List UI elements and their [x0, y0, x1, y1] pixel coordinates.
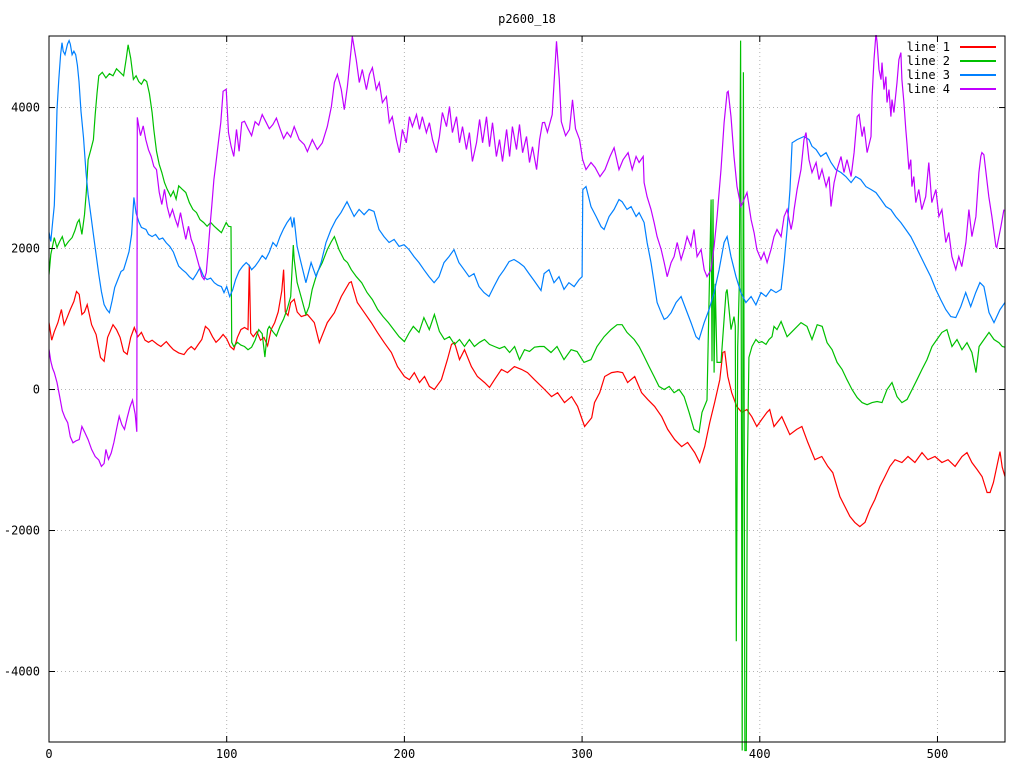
series-line-1 [49, 264, 1005, 528]
legend-item-line-1: line 1 [907, 40, 996, 54]
y-tick-label: 0 [33, 383, 40, 397]
grid-lines [48, 36, 1005, 742]
x-tick-label: 300 [571, 747, 593, 761]
legend-label: line 3 [906, 68, 950, 82]
y-tick-label: 2000 [11, 242, 40, 256]
chart-title: p2600_18 [498, 12, 556, 26]
y-tick-label: -2000 [4, 524, 40, 538]
x-tick-label: 400 [749, 747, 771, 761]
legend-line-sample [960, 60, 996, 62]
legend-line-sample [960, 74, 996, 76]
series-line-2 [49, 40, 1005, 752]
x-tick-label: 500 [927, 747, 949, 761]
plot-border [48, 35, 1006, 743]
x-tick-label: 200 [394, 747, 416, 761]
x-tick-label: 100 [216, 747, 238, 761]
x-tick-label: 0 [45, 747, 52, 761]
legend-line-sample [960, 46, 996, 48]
series-line-3 [49, 38, 1005, 341]
y-tick-label: 4000 [11, 101, 40, 115]
legend-line-sample [960, 88, 996, 90]
legend-item-line-4: line 4 [907, 82, 996, 96]
series-line-4 [49, 35, 1005, 468]
legend-label: line 2 [906, 54, 950, 68]
legend-item-line-2: line 2 [907, 54, 996, 68]
legend: line 1 line 2 line 3 line 4 [907, 40, 996, 96]
legend-label: line 4 [906, 82, 950, 96]
y-tick-label: -4000 [4, 665, 40, 679]
legend-label: line 1 [906, 40, 950, 54]
legend-item-line-3: line 3 [907, 68, 996, 82]
